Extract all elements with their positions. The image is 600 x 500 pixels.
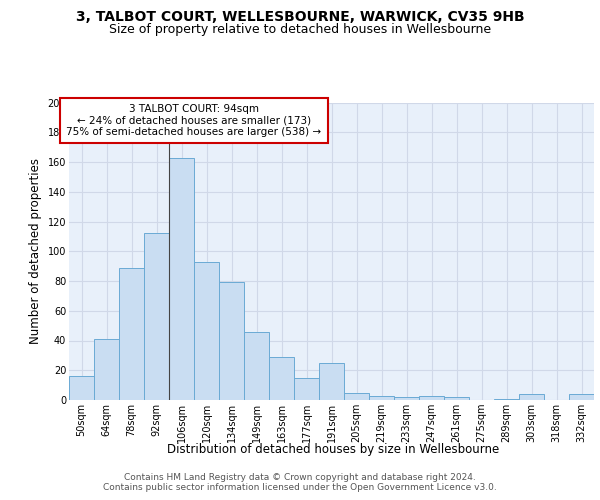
Bar bbox=[569, 394, 594, 400]
Bar bbox=[219, 282, 244, 400]
Bar bbox=[94, 339, 119, 400]
Bar bbox=[244, 332, 269, 400]
Bar bbox=[394, 397, 419, 400]
Bar bbox=[294, 378, 319, 400]
Bar bbox=[194, 262, 219, 400]
Text: Size of property relative to detached houses in Wellesbourne: Size of property relative to detached ho… bbox=[109, 22, 491, 36]
Text: Distribution of detached houses by size in Wellesbourne: Distribution of detached houses by size … bbox=[167, 442, 499, 456]
Text: 3, TALBOT COURT, WELLESBOURNE, WARWICK, CV35 9HB: 3, TALBOT COURT, WELLESBOURNE, WARWICK, … bbox=[76, 10, 524, 24]
Y-axis label: Number of detached properties: Number of detached properties bbox=[29, 158, 42, 344]
Bar bbox=[69, 376, 94, 400]
Bar bbox=[119, 268, 144, 400]
Bar bbox=[494, 398, 519, 400]
Bar bbox=[144, 234, 169, 400]
Bar bbox=[269, 357, 294, 400]
Bar bbox=[319, 363, 344, 400]
Bar bbox=[169, 158, 194, 400]
Bar bbox=[344, 392, 369, 400]
Bar bbox=[444, 397, 469, 400]
Bar bbox=[369, 396, 394, 400]
Text: 3 TALBOT COURT: 94sqm
← 24% of detached houses are smaller (173)
75% of semi-det: 3 TALBOT COURT: 94sqm ← 24% of detached … bbox=[67, 104, 322, 137]
Text: Contains HM Land Registry data © Crown copyright and database right 2024.: Contains HM Land Registry data © Crown c… bbox=[124, 472, 476, 482]
Text: Contains public sector information licensed under the Open Government Licence v3: Contains public sector information licen… bbox=[103, 482, 497, 492]
Bar bbox=[419, 396, 444, 400]
Bar bbox=[519, 394, 544, 400]
